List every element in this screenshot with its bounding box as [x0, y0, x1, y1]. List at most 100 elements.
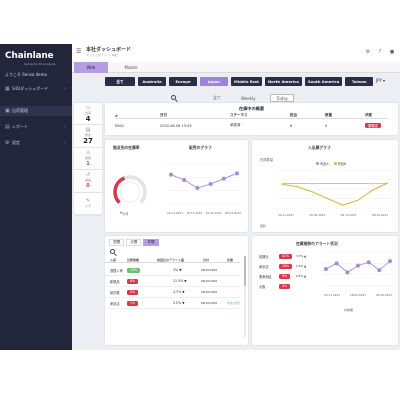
- tab-mobile[interactable]: Mobile: [124, 65, 138, 70]
- x-axis-label: 18.02.2022: [205, 211, 222, 215]
- column-header: 担当: [290, 113, 297, 117]
- legend-item: 商品B: [333, 161, 346, 166]
- alert-row[interactable]: 前期比 62% 3.3% ▲: [252, 253, 322, 261]
- sales-chart-title: 販売のグラフ: [189, 145, 212, 150]
- period-weekly[interactable]: Weekly: [241, 95, 256, 101]
- chevron-right-icon: ›: [64, 86, 66, 92]
- box-icon: ▣: [5, 108, 10, 114]
- view-tabs: Web Mobile: [72, 62, 400, 73]
- cart-icon: ▤: [85, 127, 91, 134]
- row-name: 新規品: [110, 280, 120, 284]
- page-title: 本社ダッシュボード: [86, 47, 132, 53]
- region-taiwan-button[interactable]: Taiwan: [345, 77, 374, 86]
- row-date: 08/10/2020: [201, 268, 218, 272]
- region-south-america-button[interactable]: South America: [304, 77, 343, 86]
- currency-select[interactable]: JPY ▾: [376, 78, 385, 83]
- table-row[interactable]: 週間入荷 12% 3% ▼ 08/10/2020: [105, 265, 240, 276]
- alerts-header-row: 入荷 比較情報 前回比のアラート量 日付 状態: [105, 257, 240, 263]
- sidebar-item-label: レポート: [12, 124, 28, 129]
- chevron-down-icon: ▾: [382, 78, 385, 83]
- alert-row[interactable]: 東京店 18% 1.9% ▲: [252, 263, 322, 271]
- gauge-legend-dot: [120, 211, 122, 214]
- sidebar-item-dashboard[interactable]: ▦ S4Dダッシュボード ›: [0, 84, 72, 94]
- gauge-card-chart: [113, 163, 241, 214]
- table-search-icon[interactable]: [110, 249, 115, 254]
- kpi-value: 0: [86, 182, 90, 189]
- truck-icon: ▭: [85, 104, 91, 111]
- period-tab[interactable]: 年間: [143, 239, 159, 246]
- alert-sparkline: [322, 251, 392, 287]
- period-today[interactable]: Today: [270, 94, 295, 102]
- tab-web[interactable]: Web: [74, 62, 108, 73]
- alert-status-title: 在庫推移のアラート状況: [296, 241, 338, 246]
- user-icon[interactable]: ●: [389, 49, 395, 55]
- dashboard-icon: ▦: [5, 86, 10, 92]
- table-scrollbar[interactable]: [244, 256, 246, 338]
- alert-row[interactable]: 大阪 4%: [252, 283, 322, 291]
- kpi-card[interactable]: ↺ 返品 0: [74, 170, 102, 193]
- help-icon[interactable]: ?: [378, 49, 382, 55]
- x-axis-label: 08.10.2021: [371, 213, 388, 217]
- alert-label: 大阪: [259, 285, 266, 289]
- table-cell: EB01: [115, 123, 125, 128]
- alert-status-footer: 対前期: [344, 308, 354, 312]
- kpi-card[interactable]: ✎ メモ: [74, 193, 102, 215]
- search-icon[interactable]: [171, 95, 176, 100]
- table-row[interactable]: EB01 2020-08-06 13:43 承認済 8 0 要確認: [115, 121, 388, 130]
- table-row[interactable]: 新規品 8% 11.5% ▼ 08/10/2020: [105, 276, 240, 287]
- column-header: 数量: [325, 113, 332, 117]
- period-tab[interactable]: 週間: [109, 239, 125, 246]
- alert-change: 3.3% ▲: [296, 254, 307, 258]
- alert-badge: 18%: [279, 263, 293, 269]
- chart-icon: ▤: [5, 124, 10, 130]
- sales-point: [182, 178, 187, 182]
- region-north-america-button[interactable]: North America: [264, 77, 302, 86]
- region-japan-button[interactable]: Japan: [200, 77, 228, 86]
- note-icon: ✎: [85, 198, 91, 205]
- sidebar: Chainlane Semantic BI Analysis ようこそ Sens…: [0, 44, 72, 350]
- x-axis-label: 20.11.2021: [166, 211, 183, 215]
- column-header: ステータス: [230, 113, 248, 117]
- table-row[interactable]: 東京店 1% 5.0% ▼ 08/10/2020 在庫の状況: [105, 298, 240, 309]
- summary-rows: EB01 2020-08-06 13:43 承認済 8 0 要確認: [115, 121, 388, 130]
- region-middle-east-button[interactable]: Middle East: [231, 77, 262, 86]
- row-change: 3% ▼: [173, 268, 182, 272]
- sidebar-item-box[interactable]: ▣ 出荷管理: [0, 106, 72, 116]
- region-filter: 全て Australia Europe Japan Middle East North A…: [105, 77, 374, 86]
- region-australia-button[interactable]: Australia: [138, 77, 166, 86]
- alerts-period-tabs: 週間 月間 年間: [109, 239, 159, 246]
- welcome-text: ようこそ Sensa demo: [5, 72, 47, 77]
- alert-trend-point: [345, 270, 350, 275]
- kpi-card[interactable]: ⚠ 遅延 1: [74, 148, 102, 171]
- period-tab[interactable]: 月間: [126, 239, 142, 246]
- table-row[interactable]: 総件数 0% 4.3% ▼ 08/10/2020: [105, 287, 240, 298]
- column-header: 前回比のアラート量: [157, 258, 185, 262]
- menu-toggle-icon[interactable]: ☰: [76, 48, 82, 55]
- gauge-title: 拠点別の在庫率: [113, 145, 140, 150]
- app-logo[interactable]: Chainlane: [5, 51, 54, 61]
- sidebar-item-gear[interactable]: ⚙ 設定 ›: [0, 138, 72, 148]
- sidebar-item-chart[interactable]: ▤ レポート ›: [0, 122, 72, 132]
- change-badge: 0%: [127, 289, 139, 295]
- trend-footer: 期間: [260, 224, 266, 228]
- alert-badge: 62%: [279, 253, 293, 259]
- scrollbar-thumb[interactable]: [244, 256, 246, 286]
- settings-icon[interactable]: ⚙: [365, 49, 371, 55]
- column-header: 入荷: [110, 258, 117, 262]
- alert-row[interactable]: 関東地区 9% 0.8% ▲: [252, 273, 322, 281]
- period-all[interactable]: 全て: [213, 95, 221, 100]
- trend-legend: 商品A 商品B: [316, 161, 346, 166]
- region-all-button[interactable]: 全て: [105, 77, 135, 86]
- region-europe-button[interactable]: Europe: [169, 77, 197, 86]
- kpi-card[interactable]: ▭ 出荷 4: [74, 103, 102, 126]
- kpi-value: 27: [83, 137, 93, 146]
- trend-chart: [277, 169, 392, 209]
- summary-title: 在庫中の概要: [238, 106, 265, 111]
- row-date: 08/10/2020: [201, 290, 218, 294]
- x-axis-label: 16.12.2021: [186, 211, 203, 215]
- column-header: 状態: [227, 258, 234, 262]
- kpi-panel: ▭ 出荷 4 ▤ 受注 27 ⚠ 遅延 1 ↺ 返品 0 ✎ メモ: [74, 103, 102, 215]
- x-axis-label: 06.03.2022: [224, 211, 241, 215]
- kpi-label: 出荷: [84, 110, 91, 115]
- kpi-card[interactable]: ▤ 受注 27: [74, 125, 102, 148]
